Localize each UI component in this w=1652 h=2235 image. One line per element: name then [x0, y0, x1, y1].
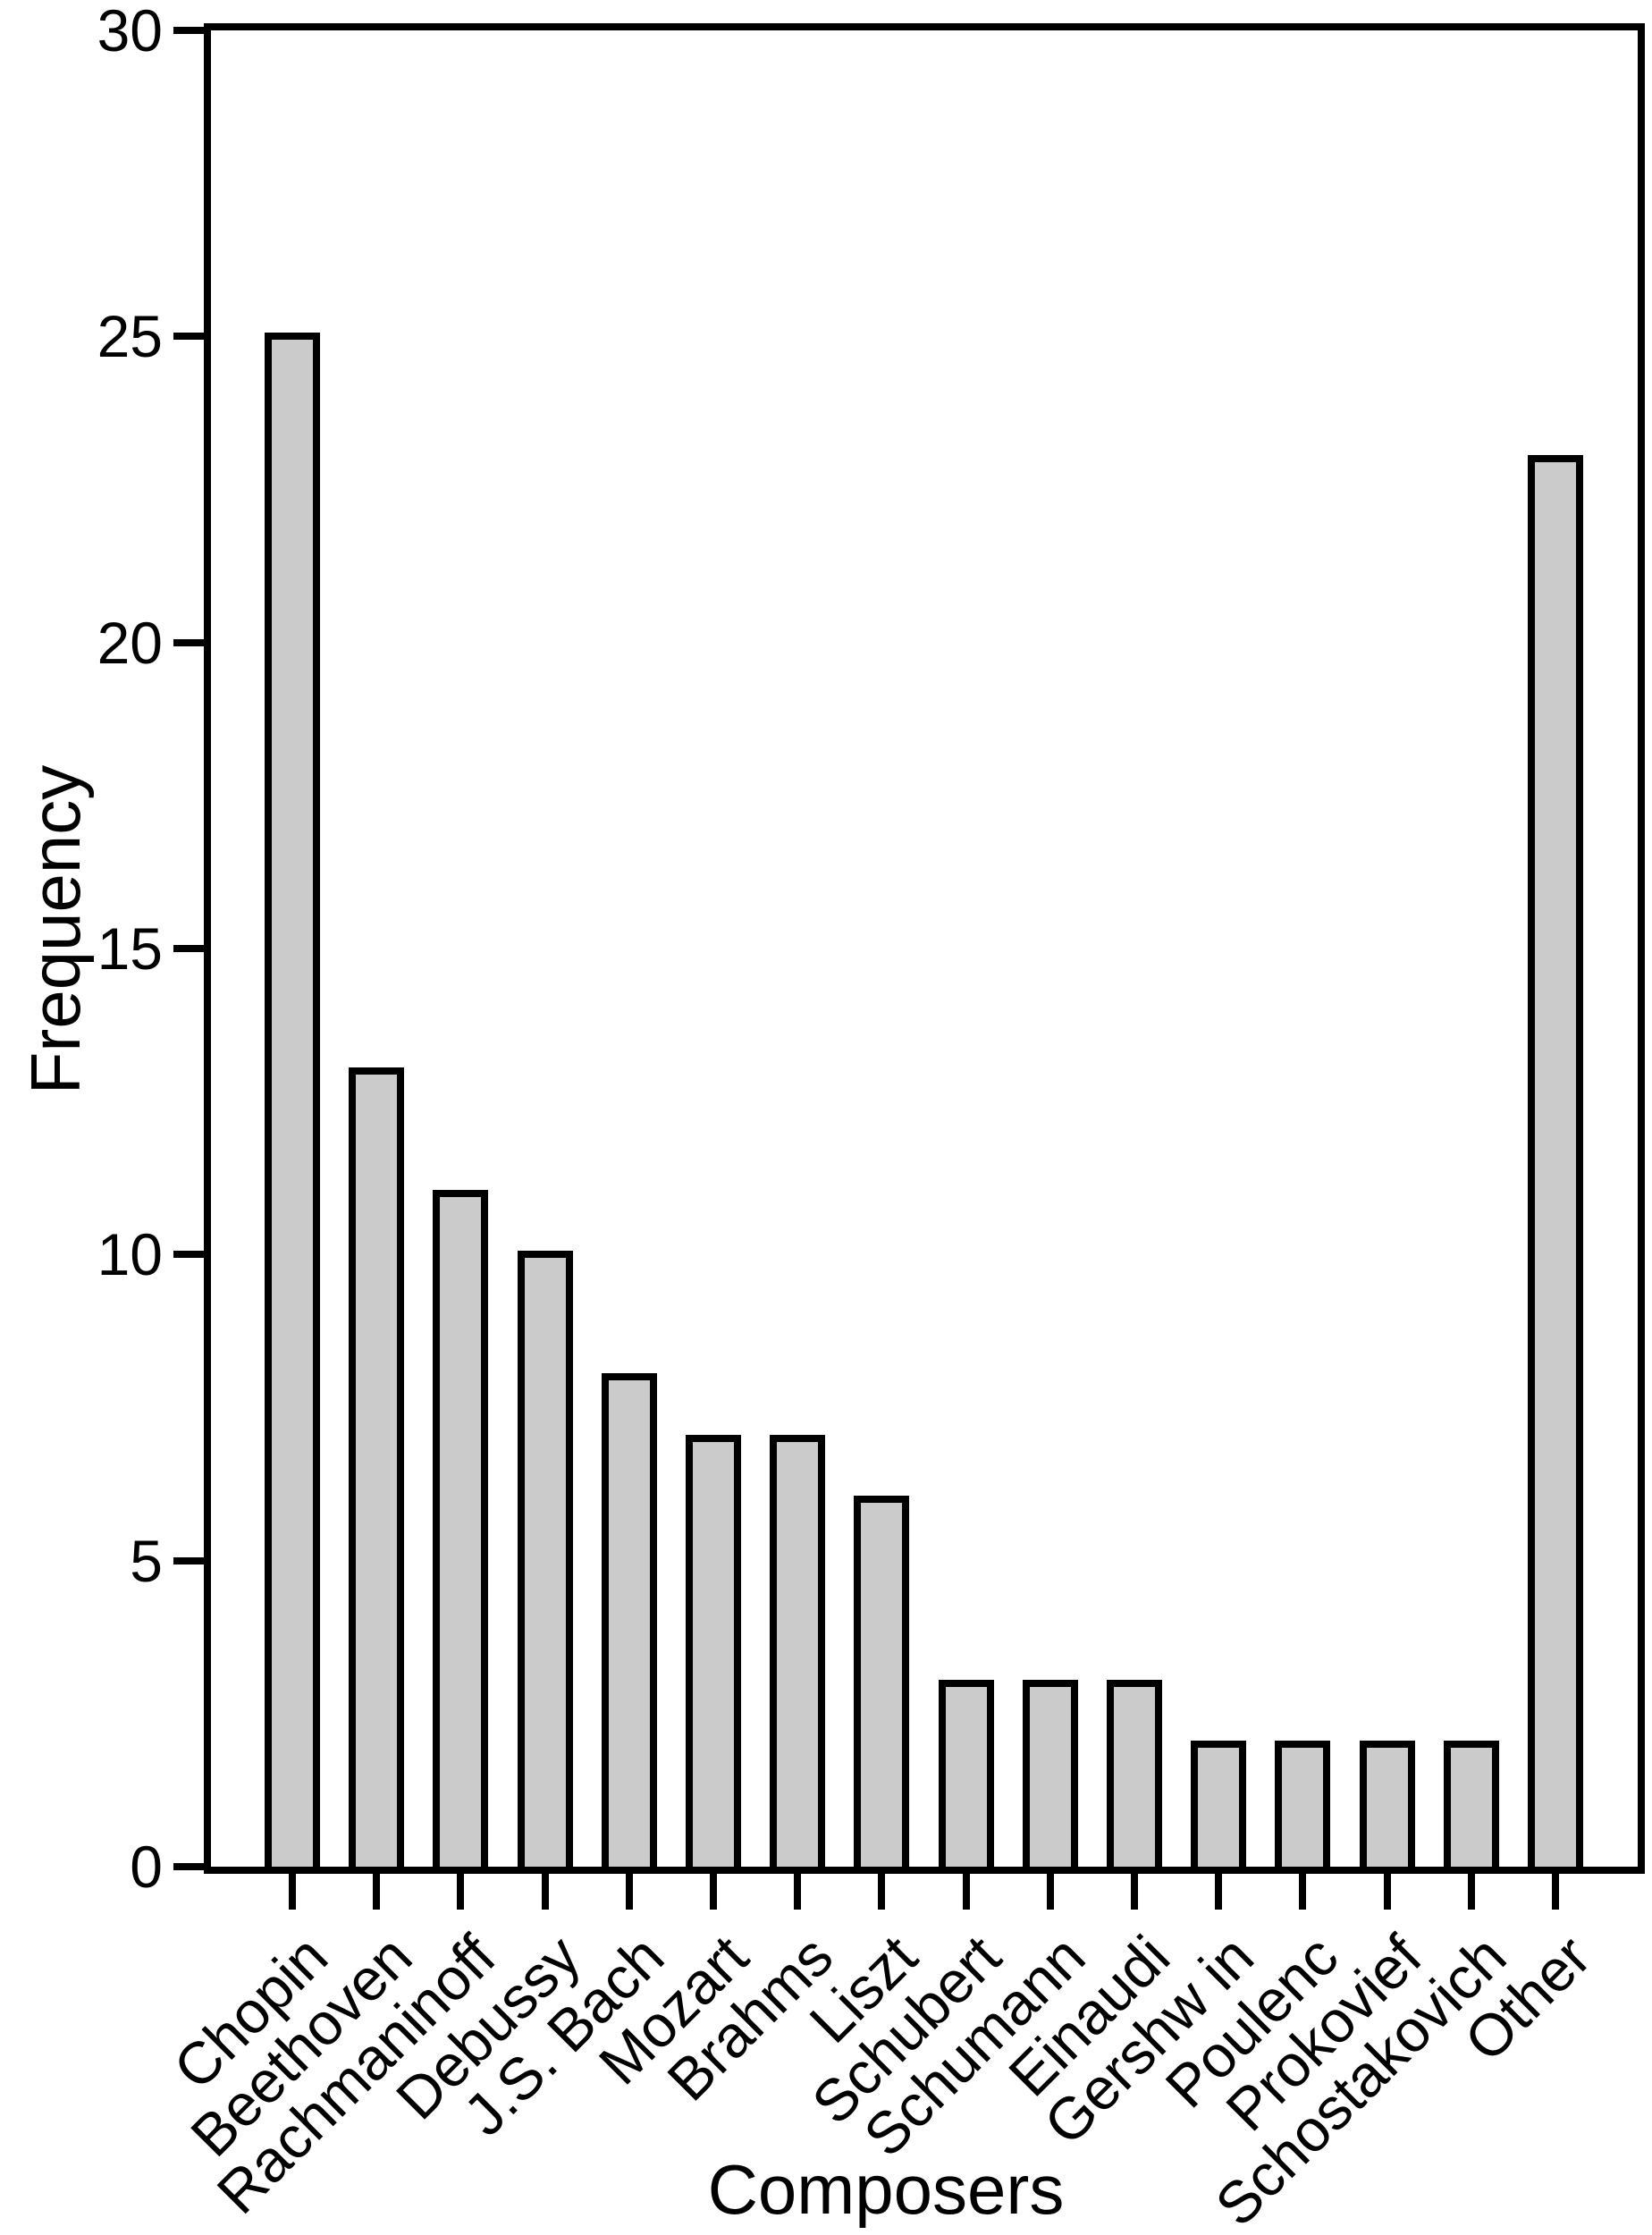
bar-brahms — [770, 1435, 825, 1867]
bar-gershw-in — [1191, 1741, 1246, 1867]
x-tick — [541, 1874, 549, 1910]
x-tick — [1215, 1874, 1223, 1910]
y-tick-label: 20 — [97, 609, 163, 676]
bar-beethoven — [349, 1067, 404, 1867]
bar-rachmaninoff — [433, 1190, 488, 1867]
x-tick — [1046, 1874, 1054, 1910]
x-tick — [1383, 1874, 1391, 1910]
bar-einaudi — [1107, 1680, 1162, 1867]
bar-mozart — [686, 1435, 741, 1867]
y-tick — [173, 1556, 204, 1564]
bar-other — [1528, 455, 1583, 1867]
y-tick — [173, 945, 204, 952]
y-tick — [173, 27, 204, 34]
x-tick — [625, 1874, 633, 1910]
y-tick — [173, 1863, 204, 1870]
y-tick-label: 30 — [97, 0, 163, 63]
y-tick-label: 5 — [130, 1527, 163, 1594]
x-tick — [1467, 1874, 1475, 1910]
x-tick — [1299, 1874, 1307, 1910]
x-tick — [1552, 1874, 1559, 1910]
y-tick — [173, 638, 204, 646]
x-axis-title: Composers — [707, 2150, 1065, 2229]
bar-liszt — [854, 1496, 909, 1867]
bar-poulenc — [1275, 1741, 1330, 1867]
bar-debussy — [518, 1251, 573, 1867]
bar-chopin — [265, 333, 320, 1867]
x-tick — [457, 1874, 465, 1910]
y-tick — [173, 1251, 204, 1259]
y-tick-label: 10 — [97, 1221, 163, 1288]
y-tick-label: 25 — [97, 303, 163, 370]
y-tick-label: 15 — [97, 915, 163, 982]
y-axis-title: Frequency — [16, 764, 95, 1095]
bars-container — [211, 30, 1638, 1867]
y-tick — [173, 333, 204, 341]
x-tick — [794, 1874, 802, 1910]
x-tick — [710, 1874, 717, 1910]
x-tick — [962, 1874, 970, 1910]
x-tick — [1131, 1874, 1138, 1910]
y-tick-label: 0 — [130, 1834, 163, 1900]
bar-schubert — [939, 1680, 994, 1867]
x-tick — [878, 1874, 886, 1910]
x-tick — [289, 1874, 296, 1910]
bar-schumann — [1023, 1680, 1078, 1867]
bar-schostakovich — [1444, 1741, 1499, 1867]
bar-j-s-bach — [602, 1373, 657, 1867]
x-tick — [373, 1874, 381, 1910]
bar-prokovief — [1360, 1741, 1415, 1867]
